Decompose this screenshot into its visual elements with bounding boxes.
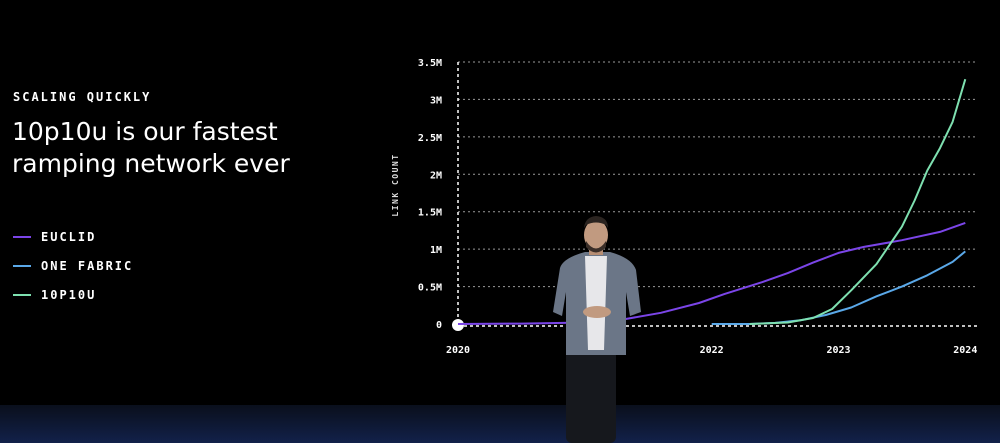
series-line-10p10u [749,78,967,325]
presenter-hands [583,306,611,318]
chart-legend: EUCLID ONE FABRIC 10P10U [13,222,133,309]
presenter-hair [584,216,608,228]
legend-item-euclid: EUCLID [13,222,133,251]
legend-item-10p10u: 10P10U [13,280,133,309]
y-axis-title: LINK COUNT [391,153,400,216]
y-tick-label: 1.5M [418,208,442,219]
eyebrow-label: SCALING QUICKLY [13,90,152,104]
headline-line-1: 10p10u is our fastest [12,117,278,146]
presenter-legs [566,350,616,443]
chart-grid [458,61,978,288]
x-tick-label: 2024 [953,345,977,356]
presenter-figure [553,216,641,443]
y-tick-label: 2M [430,170,442,181]
x-tick-label: 2022 [700,345,724,356]
x-tick-label: 2023 [826,345,850,356]
headline-line-2: ramping network ever [12,149,290,178]
y-tick-label: 0.5M [418,283,442,294]
x-axis-ticks: 2020 2022 2023 2024 [446,345,977,356]
legend-label-one-fabric: ONE FABRIC [41,258,134,273]
origin-marker [452,319,464,331]
presenter-shirt [585,256,607,350]
slide-headline: 10p10u is our fastest ramping network ev… [12,116,290,180]
y-tick-label: 3.5M [418,58,442,69]
y-tick-label: 0 [436,320,442,331]
legend-label-10p10u: 10P10U [41,287,97,302]
presenter-beard [586,241,606,253]
y-tick-label: 3M [430,95,442,106]
x-tick-label: 2020 [446,345,470,356]
legend-item-one-fabric: ONE FABRIC [13,251,133,280]
y-axis-ticks: 0 0.5M 1M 1.5M 2M 2.5M 3M 3.5M [418,58,442,331]
legend-label-euclid: EUCLID [41,229,97,244]
presenter-head [584,220,608,250]
y-tick-label: 1M [430,245,442,256]
stage-floor [0,405,1000,443]
legend-swatch-euclid [13,235,31,238]
legend-swatch-10p10u [13,293,31,296]
legend-swatch-one-fabric [13,264,31,267]
y-tick-label: 2.5M [418,133,442,144]
